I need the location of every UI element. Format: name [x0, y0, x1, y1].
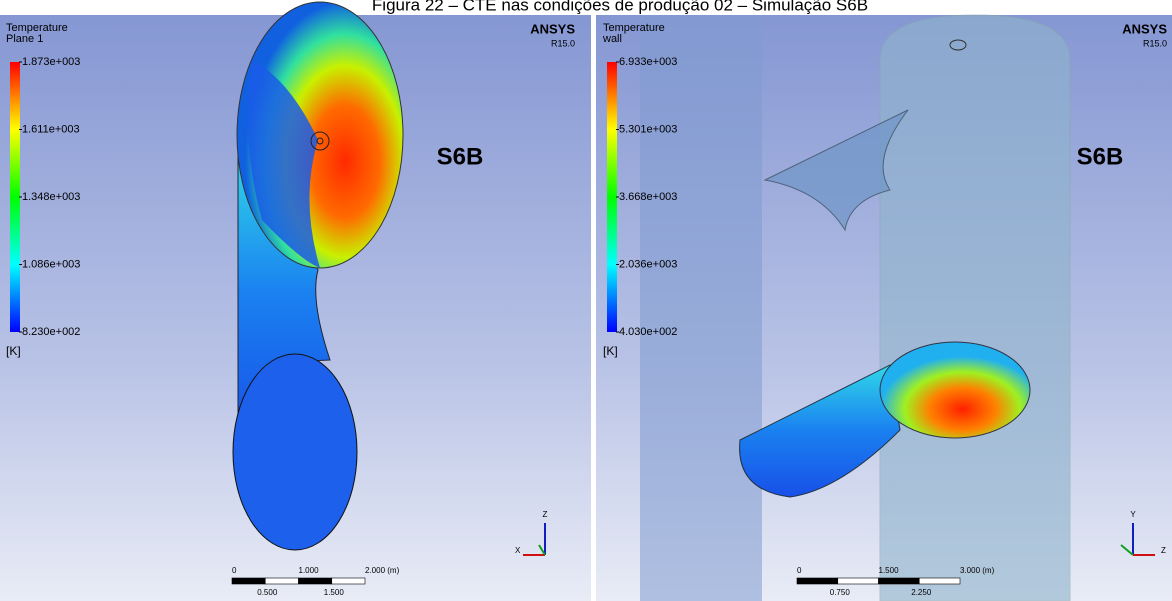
- legend-label: 6.933e+003: [619, 56, 677, 68]
- scale-label: 0: [232, 566, 237, 575]
- scale-label: 2.000 (m): [365, 566, 400, 575]
- scale-label: 0.750: [830, 588, 851, 597]
- scale-segment: [838, 578, 879, 584]
- case-label: S6B: [1077, 143, 1124, 170]
- figure: Figura 22 – CTE nas condições de produçã…: [0, 0, 1172, 601]
- scale-label: 0.500: [257, 588, 278, 597]
- scale-segment: [332, 578, 365, 584]
- scale-segment: [919, 578, 960, 584]
- legend-subtitle: Plane 1: [6, 33, 43, 45]
- scale-segment: [265, 578, 298, 584]
- version: R15.0: [551, 38, 575, 48]
- scale-label: 2.250: [911, 588, 932, 597]
- legend-subtitle: wall: [602, 33, 622, 45]
- axis-label: Z: [1161, 546, 1166, 555]
- legend-label: 1.873e+003: [22, 56, 80, 68]
- legend-label: 1.086e+003: [22, 258, 80, 270]
- legend-unit: [K]: [6, 344, 21, 358]
- legend-unit: [K]: [603, 344, 618, 358]
- color-bar: [607, 62, 617, 332]
- legend-label: 4.030e+002: [619, 326, 677, 338]
- version: R15.0: [1143, 38, 1167, 48]
- logo: ANSYS: [530, 21, 575, 36]
- case-label: S6B: [437, 143, 484, 170]
- scale-label: 1.500: [879, 566, 900, 575]
- axis-label: Z: [543, 510, 548, 519]
- scale-segment: [797, 578, 838, 584]
- legend-label: 3.668e+003: [619, 191, 677, 203]
- figure-title: Figura 22 – CTE nas condições de produçã…: [372, 0, 868, 14]
- legend-label: 8.230e+002: [22, 326, 80, 338]
- scale-label: 1.000: [299, 566, 320, 575]
- scale-segment: [299, 578, 332, 584]
- axis-label: Y: [1130, 510, 1136, 519]
- page: {"title": "Figura 22 – CTE nas condições…: [0, 0, 1172, 601]
- scale-label: 0: [797, 566, 802, 575]
- scale-label: 1.500: [324, 588, 345, 597]
- logo: ANSYS: [1122, 21, 1167, 36]
- color-bar: [10, 62, 20, 332]
- legend-label: 5.301e+003: [619, 123, 677, 135]
- legend-label: 1.611e+003: [22, 123, 80, 135]
- scale-segment: [879, 578, 920, 584]
- legend-label: 1.348e+003: [22, 191, 80, 203]
- scale-label: 3.000 (m): [960, 566, 995, 575]
- legend-label: 2.036e+003: [619, 258, 677, 270]
- axis-label: X: [515, 546, 521, 555]
- scale-segment: [232, 578, 265, 584]
